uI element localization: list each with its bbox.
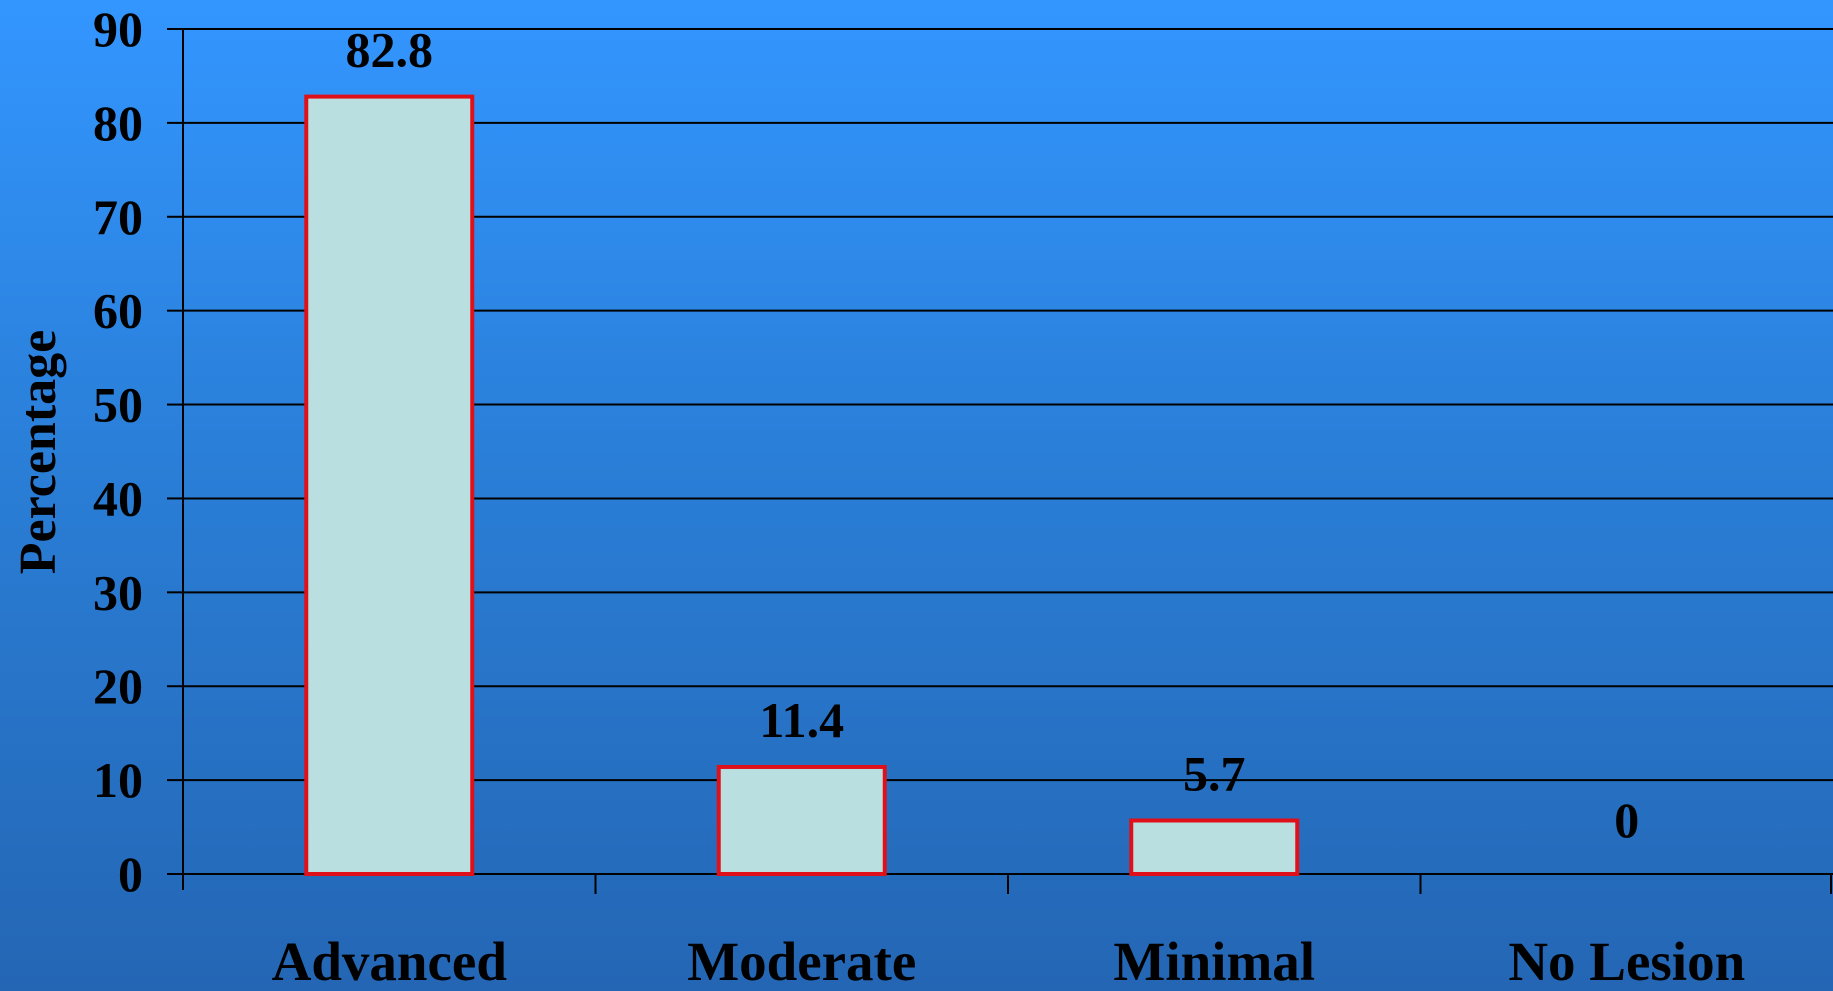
y-tick-label: 70 bbox=[93, 189, 143, 245]
data-label: 5.7 bbox=[1183, 745, 1246, 801]
x-tick-label: Minimal bbox=[1113, 931, 1315, 991]
labels: 0 10 20 30 40 50 60 70 80 90 82.8 Advanced 11.4 Moder… bbox=[93, 1, 1745, 991]
bar-moderate bbox=[716, 764, 887, 877]
data-label: 0 bbox=[1614, 792, 1639, 848]
bars bbox=[304, 94, 1300, 877]
x-tick-label: Moderate bbox=[687, 931, 916, 991]
data-label: 82.8 bbox=[346, 22, 434, 78]
y-tick-label: 90 bbox=[93, 1, 143, 57]
y-axis-title: Percentage bbox=[10, 330, 67, 574]
y-tick-label: 0 bbox=[118, 846, 143, 902]
y-tick-label: 80 bbox=[93, 95, 143, 151]
data-label: 11.4 bbox=[759, 692, 844, 748]
bar-advanced bbox=[304, 94, 475, 877]
x-tick-label: No Lesion bbox=[1508, 931, 1745, 991]
x-tick-label: Advanced bbox=[272, 931, 507, 991]
y-tick-label: 20 bbox=[93, 658, 143, 714]
y-tick-label: 50 bbox=[93, 377, 143, 433]
y-tick-label: 10 bbox=[93, 752, 143, 808]
y-tick-label: 40 bbox=[93, 470, 143, 526]
y-tick-label: 60 bbox=[93, 283, 143, 339]
y-tick-label: 30 bbox=[93, 564, 143, 620]
bar-minimal bbox=[1129, 818, 1300, 877]
